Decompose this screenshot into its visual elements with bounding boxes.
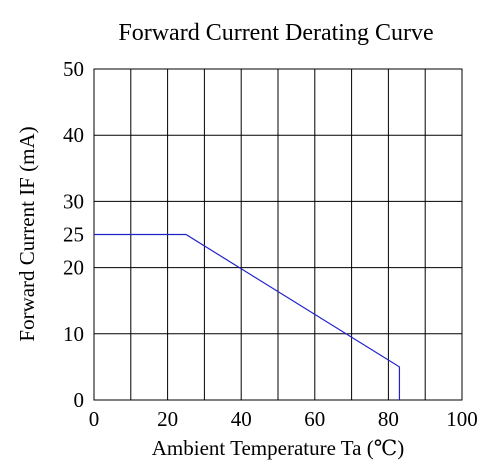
chart-title: Forward Current Derating Curve (118, 20, 433, 46)
x-tick-label-40: 40 (231, 407, 252, 431)
x-tick-label-20: 20 (157, 407, 178, 431)
y-tick-label-40: 40 (63, 123, 84, 147)
x-tick-label-60: 60 (304, 407, 325, 431)
x-axis-label: Ambient Temperature Ta (℃) (152, 436, 404, 460)
y-tick-label-50: 50 (63, 57, 84, 81)
series-layer (94, 233, 401, 400)
y-tick-label-10: 10 (63, 322, 84, 346)
y-tick-label-25: 25 (63, 223, 84, 247)
x-axis-ticks: 0 20 40 60 80 100 (89, 407, 478, 431)
y-tick-label-20: 20 (63, 256, 84, 280)
y-tick-label-30: 30 (63, 189, 84, 213)
y-tick-label-0: 0 (74, 388, 85, 412)
y-axis-ticks: 0 10 20 25 30 40 50 (63, 57, 84, 412)
x-tick-label-0: 0 (89, 407, 100, 431)
series-line-0 (94, 233, 401, 400)
x-tick-label-100: 100 (446, 407, 478, 431)
y-axis-label: Forward Current IF (mA) (15, 126, 39, 341)
x-tick-label-80: 80 (378, 407, 399, 431)
